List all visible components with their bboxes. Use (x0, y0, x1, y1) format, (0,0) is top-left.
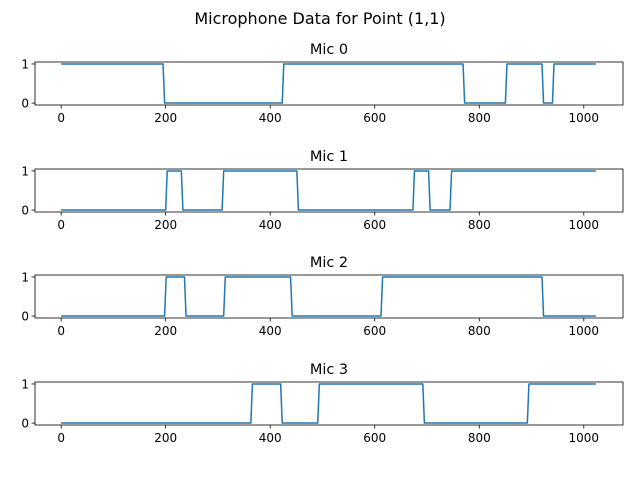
x-tick-label: 0 (57, 324, 65, 338)
x-tick-label: 200 (154, 431, 177, 445)
x-tick-label: 400 (259, 324, 282, 338)
series-line (61, 276, 596, 317)
x-tick-label: 200 (154, 111, 177, 125)
subplot-mic-2: Mic 2 0 200 400 600 800 1000 0 1 (21, 255, 624, 338)
x-tick-label: 600 (363, 431, 386, 445)
x-tick-label: 800 (468, 111, 491, 125)
y-tick-label: 0 (21, 97, 29, 111)
x-tick-label: 800 (468, 431, 491, 445)
y-tick-label: 0 (21, 204, 29, 218)
x-tick-label: 1000 (569, 218, 600, 232)
subplot-mic-1: Mic 1 0 200 400 600 800 1000 0 1 (21, 149, 624, 232)
series-line (61, 63, 596, 104)
subplot-mic-0: Mic 0 0 200 400 600 800 1000 0 1 (21, 42, 624, 125)
axes-frame (34, 274, 624, 319)
y-tick-label: 1 (21, 270, 29, 284)
subplot-mic-3: Mic 3 0 200 400 600 800 1000 0 1 (21, 362, 624, 445)
x-tick-label: 800 (468, 324, 491, 338)
subplot-title: Mic 2 (310, 255, 348, 271)
axes-frame (34, 381, 624, 426)
series-line (61, 170, 596, 211)
y-tick-label: 0 (21, 310, 29, 324)
subplot-title: Mic 3 (310, 362, 348, 378)
subplot-title: Mic 1 (310, 149, 348, 165)
x-tick-label: 400 (259, 111, 282, 125)
subplot-title: Mic 0 (310, 42, 348, 58)
axes-frame (34, 61, 624, 106)
x-tick-label: 400 (259, 218, 282, 232)
y-tick-label: 0 (21, 417, 29, 431)
x-tick-label: 1000 (569, 431, 600, 445)
figure-title: Microphone Data for Point (1,1) (194, 9, 445, 28)
y-tick-label: 1 (21, 377, 29, 391)
x-tick-label: 600 (363, 218, 386, 232)
x-tick-label: 1000 (569, 324, 600, 338)
x-tick-label: 200 (154, 218, 177, 232)
axes-frame (34, 168, 624, 213)
x-tick-label: 200 (154, 324, 177, 338)
y-tick-label: 1 (21, 164, 29, 178)
x-tick-label: 0 (57, 111, 65, 125)
x-tick-label: 600 (363, 324, 386, 338)
x-tick-label: 800 (468, 218, 491, 232)
series-line (61, 383, 596, 424)
x-tick-label: 600 (363, 111, 386, 125)
x-tick-label: 0 (57, 431, 65, 445)
x-tick-label: 400 (259, 431, 282, 445)
x-tick-label: 0 (57, 218, 65, 232)
x-tick-label: 1000 (569, 111, 600, 125)
y-tick-label: 1 (21, 57, 29, 71)
